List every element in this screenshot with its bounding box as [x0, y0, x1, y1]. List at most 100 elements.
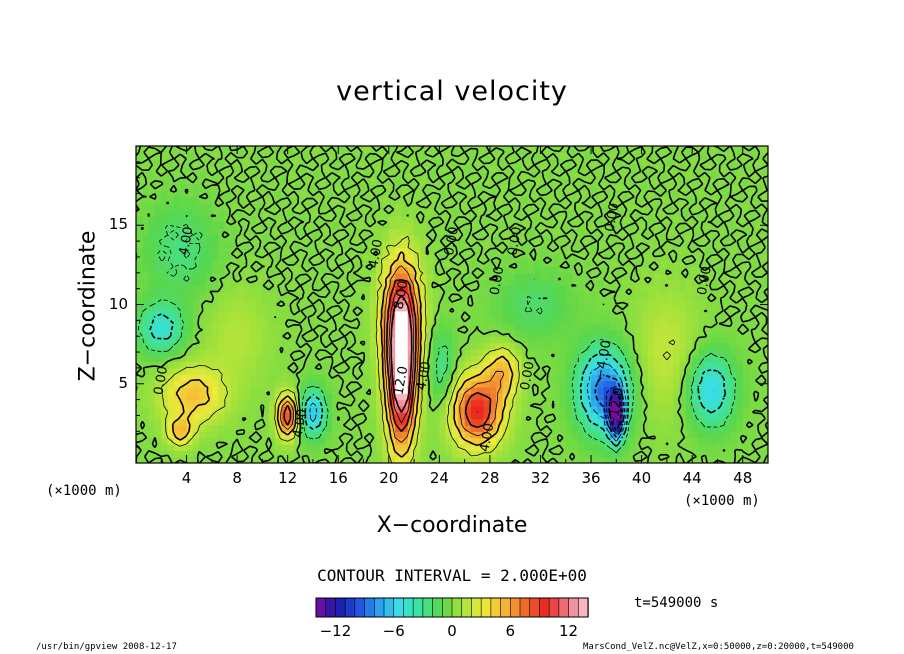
- heatmap-cell: [597, 146, 605, 153]
- heatmap-cell: [572, 386, 579, 394]
- heatmap-cell: [180, 317, 188, 325]
- heatmap-cell: [685, 443, 693, 451]
- heatmap-cell: [350, 260, 358, 268]
- heatmap-cell: [704, 310, 712, 318]
- heatmap-cell: [742, 298, 750, 306]
- heatmap-cell: [287, 355, 295, 363]
- heatmap-cell: [496, 222, 504, 230]
- heatmap-cell: [591, 146, 598, 153]
- heatmap-cell: [395, 247, 403, 255]
- heatmap-cell: [445, 386, 453, 394]
- heatmap-cell: [698, 380, 706, 388]
- heatmap-cell: [666, 228, 674, 236]
- heatmap-cell: [230, 285, 238, 293]
- heatmap-cell: [673, 279, 681, 287]
- heatmap-cell: [534, 158, 542, 166]
- heatmap-cell: [673, 323, 681, 331]
- heatmap-cell: [205, 228, 213, 236]
- heatmap-cell: [546, 342, 554, 350]
- heatmap-cell: [730, 291, 737, 299]
- heatmap-cell: [230, 329, 238, 337]
- heatmap-cell: [344, 443, 352, 451]
- heatmap-cell: [540, 348, 548, 356]
- heatmap-cell: [673, 260, 681, 268]
- heatmap-cell: [237, 171, 245, 179]
- heatmap-cell: [275, 304, 282, 312]
- heatmap-cell: [148, 291, 156, 299]
- heatmap-cell: [540, 310, 548, 318]
- heatmap-cell: [230, 431, 238, 439]
- heatmap-cell: [300, 215, 308, 223]
- heatmap-cell: [717, 203, 725, 210]
- heatmap-cell: [281, 177, 289, 185]
- heatmap-cell: [692, 374, 700, 382]
- heatmap-cell: [167, 247, 175, 255]
- heatmap-cell: [294, 367, 301, 375]
- heatmap-cell: [730, 418, 737, 426]
- heatmap-cell: [761, 285, 768, 293]
- heatmap-cell: [186, 215, 194, 223]
- heatmap-cell: [211, 285, 219, 293]
- heatmap-cell: [376, 234, 384, 242]
- heatmap-cell: [597, 241, 605, 249]
- heatmap-cell: [262, 437, 270, 445]
- heatmap-cell: [755, 304, 763, 312]
- heatmap-cell: [407, 209, 415, 217]
- heatmap-cell: [565, 386, 573, 394]
- heatmap-cell: [597, 215, 605, 223]
- heatmap-cell: [534, 329, 542, 337]
- heatmap-cell: [376, 336, 384, 344]
- heatmap-cell: [515, 399, 523, 407]
- heatmap-cell: [142, 386, 150, 394]
- heatmap-cell: [654, 418, 662, 426]
- heatmap-cell: [268, 177, 276, 185]
- heatmap-cell: [281, 336, 289, 344]
- heatmap-cell: [546, 443, 554, 451]
- heatmap-cell: [148, 190, 156, 198]
- heatmap-cell: [369, 412, 377, 420]
- heatmap-cell: [502, 329, 510, 337]
- heatmap-cell: [496, 171, 504, 179]
- heatmap-cell: [382, 228, 390, 236]
- heatmap-cell: [647, 399, 655, 407]
- heatmap-cell: [262, 342, 270, 350]
- heatmap-cell: [237, 348, 245, 356]
- heatmap-cell: [597, 367, 605, 375]
- heatmap-cell: [433, 437, 440, 445]
- heatmap-cell: [540, 285, 548, 293]
- heatmap-cell: [173, 393, 181, 401]
- heatmap-cell: [603, 317, 611, 325]
- heatmap-cell: [142, 222, 150, 230]
- heatmap-cell: [654, 196, 662, 204]
- heatmap-cell: [622, 177, 630, 185]
- heatmap-cell: [268, 310, 276, 318]
- heatmap-cell: [136, 196, 143, 204]
- heatmap-cell: [496, 272, 504, 280]
- heatmap-cell: [186, 146, 194, 153]
- heatmap-cell: [761, 165, 768, 172]
- heatmap-cell: [256, 418, 263, 426]
- heatmap-cell: [483, 424, 491, 432]
- heatmap-cell: [300, 253, 308, 261]
- heatmap-cell: [325, 418, 333, 426]
- heatmap-cell: [584, 361, 592, 369]
- heatmap-cell: [711, 367, 719, 375]
- heatmap-cell: [243, 361, 251, 369]
- heatmap-cell: [591, 209, 598, 217]
- heatmap-cell: [426, 215, 434, 223]
- heatmap-cell: [761, 443, 768, 451]
- heatmap-cell: [325, 437, 333, 445]
- heatmap-cell: [749, 266, 756, 274]
- heatmap-cell: [230, 279, 238, 287]
- heatmap-cell: [622, 215, 630, 223]
- heatmap-cell: [508, 399, 516, 407]
- heatmap-cell: [755, 386, 763, 394]
- heatmap-cell: [603, 279, 611, 287]
- heatmap-cell: [736, 405, 744, 413]
- heatmap-cell: [199, 222, 207, 230]
- heatmap-cell: [344, 298, 352, 306]
- heatmap-cell: [382, 456, 390, 463]
- heatmap-cell: [350, 323, 358, 331]
- heatmap-cell: [717, 241, 725, 249]
- heatmap-cell: [673, 177, 681, 185]
